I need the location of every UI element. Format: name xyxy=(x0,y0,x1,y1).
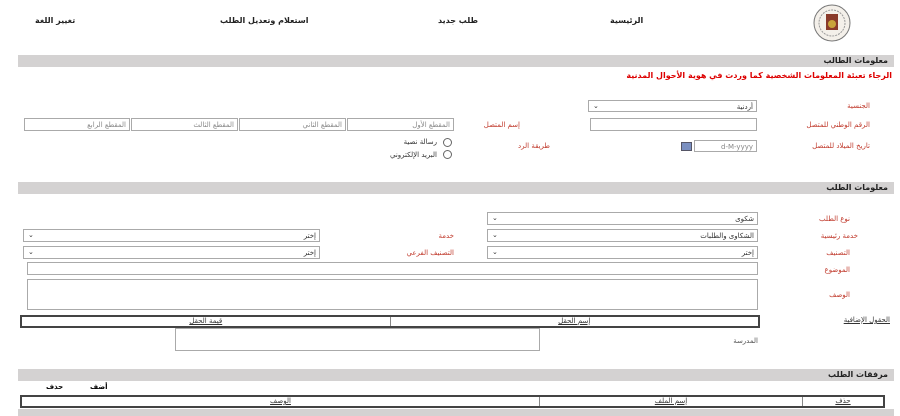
national-id-input[interactable] xyxy=(590,118,757,131)
school-textarea[interactable] xyxy=(175,328,540,351)
emblem-logo xyxy=(813,4,851,42)
name-part-4-input[interactable]: المقطع الرابع xyxy=(24,118,130,131)
main-service-select[interactable]: الشكاوى والطلبات ⌄ xyxy=(487,229,758,242)
category-select[interactable]: إختر ⌄ xyxy=(487,246,758,259)
subcategory-value: إختر xyxy=(303,249,316,257)
column-delete[interactable]: حذف xyxy=(802,397,883,406)
service-select[interactable]: إختر ⌄ xyxy=(23,229,320,242)
service-value: إختر xyxy=(303,232,316,240)
request-type-value: شكوى xyxy=(735,215,754,223)
nationality-value: أردنية xyxy=(736,103,753,111)
main-service-label: خدمة رئيسية xyxy=(820,232,858,240)
nav-inquiry[interactable]: استعلام وتعديل الطلب xyxy=(220,16,309,25)
sms-radio[interactable] xyxy=(443,138,452,147)
request-type-select[interactable]: شكوى ⌄ xyxy=(487,212,758,225)
name-part-1-input[interactable]: المقطع الأول xyxy=(347,118,454,131)
section-attachments: مرفقات الطلب xyxy=(18,369,894,381)
reply-method-label: طريقة الرد xyxy=(518,142,550,150)
notice-text: الرجاء تعبئة المعلومات الشخصية كما وردت … xyxy=(626,71,892,80)
attachments-table: حذف إسم الملف الوصف xyxy=(20,395,885,408)
subcategory-select[interactable]: إختر ⌄ xyxy=(23,246,320,259)
extra-fields-table: إسم الحقل قيمة الحقل xyxy=(20,315,760,328)
subject-label: الموضوع xyxy=(824,266,850,274)
chevron-down-icon: ⌄ xyxy=(28,231,34,239)
extra-fields-link[interactable]: الحقول الإضافية xyxy=(843,316,890,324)
column-field-value[interactable]: قيمة الحقل xyxy=(189,317,223,325)
caller-name-label: إسم المتصل xyxy=(483,121,520,129)
chevron-down-icon: ⌄ xyxy=(492,214,498,222)
email-radio[interactable] xyxy=(443,150,452,159)
national-id-label: الرقم الوطني للمتصل xyxy=(806,121,870,129)
school-label: المدرسة xyxy=(733,337,758,345)
nav-new-request[interactable]: طلب جديد xyxy=(438,16,479,25)
footer-bar xyxy=(18,409,894,416)
sms-label: رسالة نصية xyxy=(403,138,437,146)
chevron-down-icon: ⌄ xyxy=(492,231,498,239)
column-field-name[interactable]: إسم الحقل xyxy=(389,317,759,326)
section-applicant-info: معلومات الطالب xyxy=(18,55,894,67)
birthdate-input[interactable]: d-M-yyyy xyxy=(694,140,757,152)
delete-attachment-button[interactable]: حذف xyxy=(46,383,64,391)
nationality-select[interactable]: أردنية ⌄ xyxy=(588,100,757,112)
add-attachment-button[interactable]: أضف xyxy=(90,383,108,391)
chevron-down-icon: ⌄ xyxy=(492,248,498,256)
nav-home[interactable]: الرئيسية xyxy=(610,16,644,25)
section-request-info: معلومات الطلب xyxy=(18,182,894,194)
name-part-3-input[interactable]: المقطع الثالث xyxy=(131,118,238,131)
chevron-down-icon: ⌄ xyxy=(593,102,599,110)
category-label: التصنيف xyxy=(826,249,850,257)
description-label: الوصف xyxy=(829,291,850,299)
subject-input[interactable] xyxy=(27,262,758,275)
nav-change-language[interactable]: تغيير اللغة xyxy=(35,16,76,25)
chevron-down-icon: ⌄ xyxy=(28,248,34,256)
birthdate-label: تاريخ الميلاد للمتصل xyxy=(812,142,870,150)
nationality-label: الجنسية xyxy=(847,102,870,110)
name-part-2-input[interactable]: المقطع الثاني xyxy=(239,118,346,131)
main-service-value: الشكاوى والطلبات xyxy=(700,232,754,240)
category-value: إختر xyxy=(741,249,754,257)
request-type-label: نوع الطلب xyxy=(819,215,850,223)
service-label: خدمة xyxy=(438,232,454,240)
column-file-name[interactable]: إسم الملف xyxy=(539,397,802,406)
calendar-icon[interactable] xyxy=(681,142,692,151)
email-label: البريد الإلكتروني xyxy=(390,151,437,159)
subcategory-label: التصنيف الفرعي xyxy=(406,249,454,257)
column-description[interactable]: الوصف xyxy=(270,397,291,405)
description-textarea[interactable] xyxy=(27,279,758,310)
